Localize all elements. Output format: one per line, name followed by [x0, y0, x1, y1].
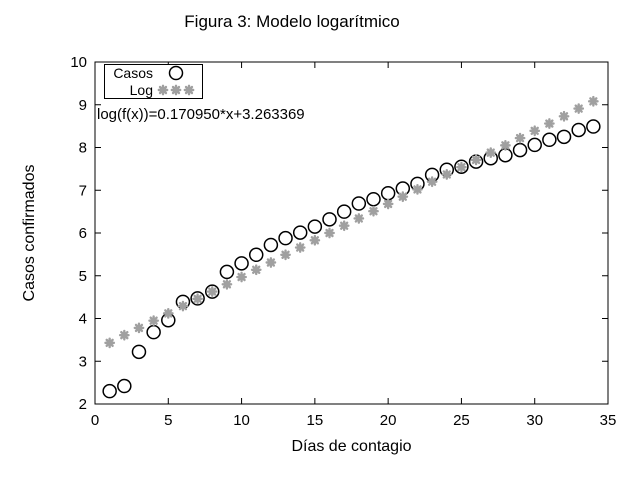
y-axis-title: Casos confirmados: [21, 164, 38, 302]
asterisk-marker-icon: [153, 82, 199, 98]
data-point-casos: [571, 122, 586, 138]
data-point-log: [280, 249, 291, 261]
x-tick-label: 10: [233, 412, 250, 429]
data-point-casos: [102, 383, 117, 399]
legend: Casos Log: [104, 64, 203, 99]
data-point-log: [412, 183, 423, 195]
x-tick-label: 20: [380, 412, 397, 429]
data-point-log: [250, 264, 262, 276]
data-point-casos: [556, 129, 572, 145]
data-point-casos: [307, 219, 323, 234]
data-point-log: [353, 213, 365, 224]
data-point-log: [338, 220, 350, 232]
y-tick-label: 10: [70, 54, 87, 71]
data-point-casos: [234, 256, 249, 271]
data-point-log: [485, 147, 497, 159]
x-axis-title: Días de contagio: [291, 438, 412, 455]
data-point-log: [104, 337, 116, 349]
data-point-casos: [292, 225, 308, 240]
data-point-log: [206, 286, 218, 297]
data-point-log: [236, 271, 247, 283]
data-point-log: [324, 227, 335, 239]
data-point-log: [397, 191, 409, 203]
data-point-casos: [586, 119, 601, 134]
x-tick-label: 0: [91, 412, 99, 429]
x-tick-label: 35: [600, 412, 617, 429]
data-point-log: [221, 278, 233, 290]
y-tick-label: 4: [79, 311, 87, 328]
data-point-log: [162, 307, 174, 319]
data-point-log: [426, 176, 438, 188]
data-point-casos: [117, 378, 132, 394]
data-point-log: [558, 110, 570, 122]
data-point-casos: [219, 264, 235, 280]
y-tick-label: 8: [79, 140, 87, 157]
legend-asterisk-glyph: [170, 84, 182, 96]
data-point-log: [514, 132, 526, 144]
equation-annotation: log(f(x))=0.170950*x+3.263369: [97, 106, 305, 123]
data-point-casos: [131, 344, 147, 360]
y-tick-label: 6: [79, 225, 87, 242]
data-point-log: [470, 154, 482, 166]
data-point-casos: [366, 191, 381, 207]
data-point-log: [500, 139, 511, 151]
data-point-casos: [146, 324, 161, 340]
data-point-log: [529, 125, 541, 137]
x-tick-label: 30: [526, 412, 543, 429]
legend-circle-glyph: [168, 66, 184, 81]
x-tick-label: 15: [307, 412, 324, 429]
y-tick-label: 5: [79, 268, 87, 285]
data-point-log: [118, 329, 130, 341]
data-point-casos: [248, 247, 264, 263]
data-point-log: [573, 103, 585, 114]
circle-marker-icon: [153, 65, 199, 81]
data-point-casos: [380, 185, 396, 201]
data-point-casos: [351, 196, 367, 211]
y-tick-label: 3: [79, 353, 87, 370]
data-point-log: [382, 198, 394, 210]
chart-title: Figura 3: Modelo logarítmico: [184, 12, 400, 31]
data-point-log: [148, 315, 160, 327]
data-point-casos: [322, 212, 337, 227]
data-point-log: [543, 118, 555, 129]
legend-label-log: Log: [129, 81, 153, 98]
legend-asterisk-glyph: [157, 84, 169, 96]
data-point-log: [265, 257, 277, 268]
data-point-log: [456, 161, 467, 173]
legend-label-casos: Casos: [113, 65, 153, 82]
data-point-log: [441, 169, 453, 180]
data-point-log: [587, 95, 599, 107]
data-point-log: [309, 234, 321, 246]
y-tick-label: 7: [79, 182, 87, 199]
data-point-casos: [278, 230, 293, 246]
legend-asterisk-glyph: [183, 84, 195, 96]
y-tick-label: 2: [79, 396, 87, 413]
data-point-casos: [336, 204, 352, 219]
x-tick-label: 5: [164, 412, 172, 429]
data-point-casos: [527, 137, 542, 153]
x-tick-label: 25: [453, 412, 470, 429]
data-point-casos: [263, 237, 279, 253]
data-point-casos: [512, 142, 528, 158]
y-tick-label: 9: [79, 97, 87, 114]
legend-item-casos: Casos: [105, 65, 202, 81]
data-point-casos: [542, 132, 557, 148]
legend-item-log: Log: [105, 82, 202, 98]
data-point-log: [294, 242, 306, 253]
data-point-log: [192, 293, 203, 305]
data-point-log: [368, 205, 379, 217]
data-point-log: [177, 300, 189, 312]
data-point-log: [133, 322, 145, 334]
